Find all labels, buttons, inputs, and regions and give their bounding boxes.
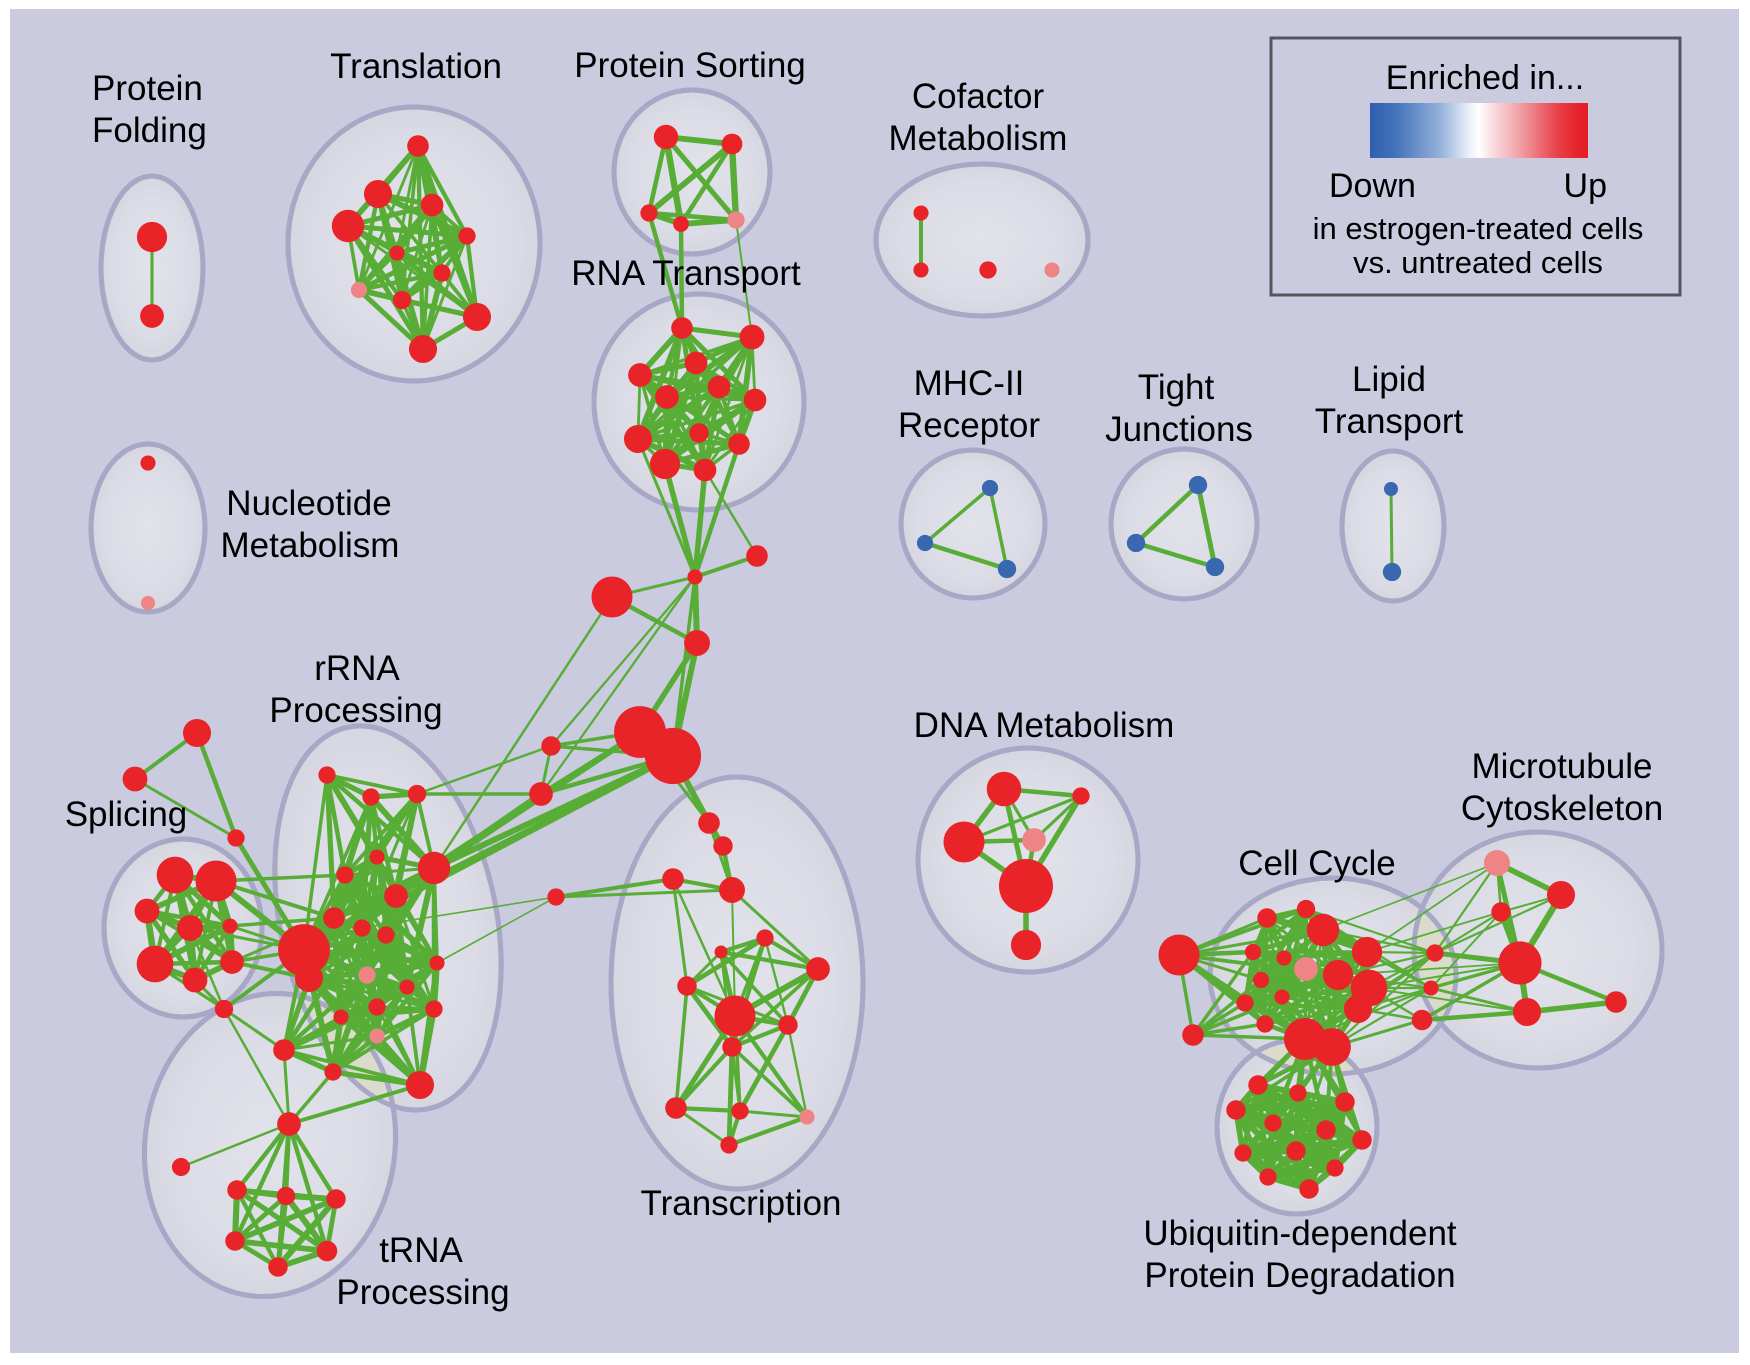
svg-text:Junctions: Junctions: [1105, 410, 1253, 449]
svg-text:tRNA: tRNA: [379, 1231, 463, 1270]
svg-text:Transcription: Transcription: [641, 1184, 842, 1223]
svg-text:Folding: Folding: [92, 111, 207, 150]
svg-text:Transport: Transport: [1315, 402, 1464, 441]
svg-text:Metabolism: Metabolism: [889, 119, 1068, 158]
svg-text:Protein: Protein: [92, 69, 203, 108]
svg-text:Processing: Processing: [336, 1273, 509, 1312]
svg-text:Splicing: Splicing: [65, 795, 188, 834]
svg-text:RNA Transport: RNA Transport: [571, 254, 801, 293]
svg-text:Tight: Tight: [1138, 368, 1215, 407]
svg-text:Cell Cycle: Cell Cycle: [1238, 844, 1396, 883]
svg-text:rRNA: rRNA: [314, 649, 400, 688]
svg-text:Protein Degradation: Protein Degradation: [1144, 1256, 1455, 1295]
svg-text:Up: Up: [1564, 167, 1607, 205]
svg-text:Metabolism: Metabolism: [221, 526, 400, 565]
svg-text:Down: Down: [1329, 167, 1416, 205]
svg-text:Protein Sorting: Protein Sorting: [574, 46, 806, 85]
svg-text:DNA Metabolism: DNA Metabolism: [914, 706, 1175, 745]
svg-text:in estrogen-treated cells: in estrogen-treated cells: [1313, 211, 1644, 246]
svg-text:Processing: Processing: [269, 691, 442, 730]
svg-text:Ubiquitin-dependent: Ubiquitin-dependent: [1143, 1214, 1457, 1253]
svg-text:Enriched in...: Enriched in...: [1386, 59, 1584, 97]
svg-text:Translation: Translation: [330, 47, 502, 86]
svg-text:Cytoskeleton: Cytoskeleton: [1461, 789, 1663, 828]
svg-text:Receptor: Receptor: [898, 406, 1040, 445]
svg-text:Microtubule: Microtubule: [1472, 747, 1653, 786]
svg-text:MHC-II: MHC-II: [914, 364, 1025, 403]
svg-text:Nucleotide: Nucleotide: [226, 484, 391, 523]
svg-text:Lipid: Lipid: [1352, 360, 1426, 399]
svg-text:vs. untreated cells: vs. untreated cells: [1353, 245, 1603, 280]
svg-text:Cofactor: Cofactor: [912, 77, 1045, 116]
